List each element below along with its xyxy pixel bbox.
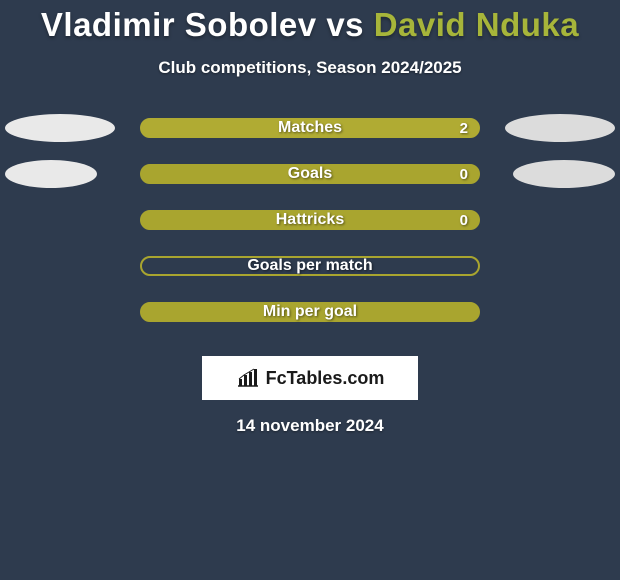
stat-value: 2: [460, 120, 468, 136]
date-label: 14 november 2024: [0, 416, 620, 436]
logo-box: FcTables.com: [202, 356, 418, 400]
vs-label: vs: [326, 6, 364, 43]
player2-name: David Nduka: [374, 6, 579, 43]
logo-text: FcTables.com: [266, 368, 385, 389]
player1-marker: [5, 160, 97, 188]
stat-bar: Min per goal: [140, 302, 480, 322]
page-title: Vladimir Sobolev vs David Nduka: [0, 6, 620, 44]
stats-rows: Matches2Goals0Hattricks0Goals per matchM…: [0, 118, 620, 322]
player1-marker: [5, 114, 115, 142]
subtitle: Club competitions, Season 2024/2025: [0, 58, 620, 78]
stat-label: Hattricks: [142, 212, 478, 228]
stat-value: 0: [460, 166, 468, 182]
player1-name: Vladimir Sobolev: [41, 6, 317, 43]
stat-bar: Hattricks0: [140, 210, 480, 230]
stat-row: Goals per match: [0, 256, 620, 276]
stat-label: Goals: [142, 166, 478, 182]
stat-row: Goals0: [0, 164, 620, 184]
stat-value: 0: [460, 212, 468, 228]
stat-row: Min per goal: [0, 302, 620, 322]
comparison-infographic: Vladimir Sobolev vs David Nduka Club com…: [0, 0, 620, 436]
stat-row: Hattricks0: [0, 210, 620, 230]
stat-bar: Matches2: [140, 118, 480, 138]
stat-bar: Goals0: [140, 164, 480, 184]
stat-row: Matches2: [0, 118, 620, 138]
stat-label: Min per goal: [142, 304, 478, 320]
stat-bar: Goals per match: [140, 256, 480, 276]
player2-marker: [513, 160, 615, 188]
player2-marker: [505, 114, 615, 142]
stat-label: Matches: [142, 120, 478, 136]
stat-label: Goals per match: [142, 258, 478, 274]
bar-chart-icon: [236, 368, 260, 388]
